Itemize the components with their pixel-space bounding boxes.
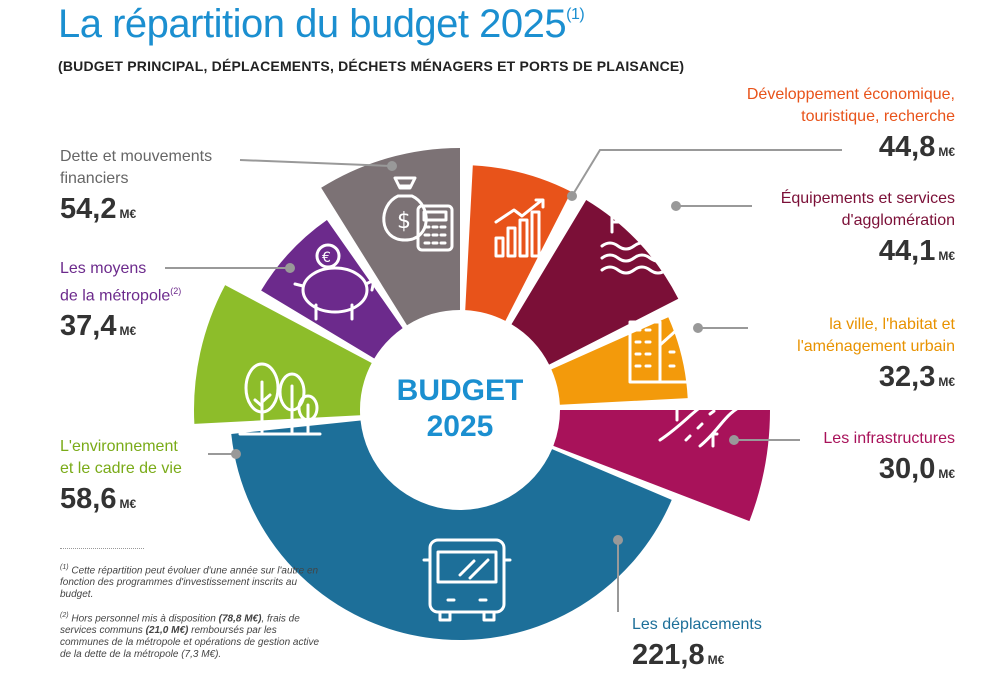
label-moyens-footnote-mark: (2) <box>170 286 182 296</box>
label-developpement-value: 44,8 M€ <box>747 130 955 169</box>
unit-deplacements: M€ <box>707 653 725 667</box>
slice-infrastructures <box>553 410 770 522</box>
label-ville-name-2: l'aménagement urbain <box>797 338 955 355</box>
svg-text:$: $ <box>397 209 411 234</box>
footnote-2-mark: (2) <box>60 612 69 619</box>
leader-line-developpement <box>571 149 842 197</box>
value-dette: 54,2 <box>60 193 117 225</box>
label-moyens-value: 37,4 M€ <box>60 309 181 348</box>
footnote-1: (1) Cette répartition peut évoluer d'une… <box>60 562 320 601</box>
slice-moyens <box>261 219 403 359</box>
label-equipements-name-2: d'agglomération <box>841 212 955 229</box>
leader-dot-dette <box>387 161 397 171</box>
value-developpement: 44,8 <box>878 131 936 163</box>
label-deplacements-name-1: Les déplacements <box>632 616 762 633</box>
label-equipements-value: 44,1 M€ <box>781 234 955 273</box>
piggy-bank-icon: € <box>293 243 376 321</box>
page-title: La répartition du budget 2025(1) <box>58 2 585 47</box>
label-moyens-name-1: Les moyens <box>60 260 147 277</box>
value-equipements: 44,1 <box>878 235 936 267</box>
footnote-divider <box>60 548 144 549</box>
leader-dot-equipements <box>671 201 681 211</box>
unit-ville: M€ <box>938 375 955 389</box>
label-dette-name-2: financiers <box>60 170 129 187</box>
footnote-2-text-a: Hors personnel mis à disposition <box>71 613 219 625</box>
title-footnote-mark: (1) <box>566 6 585 23</box>
slice-developpement <box>465 165 572 321</box>
value-deplacements: 221,8 <box>632 639 705 671</box>
label-ville-value: 32,3 M€ <box>797 360 955 399</box>
slice-deplacements <box>231 420 672 641</box>
leader-dot-infrastructures <box>729 435 739 445</box>
donut-slices <box>194 148 770 641</box>
label-environnement-value: 58,6 M€ <box>60 482 182 521</box>
center-line-1: BUDGET <box>396 374 524 407</box>
buildings-icon <box>628 320 702 384</box>
svg-text:€: € <box>322 250 331 266</box>
label-infrastructures: Les infrastructures 30,0 M€ <box>823 428 955 491</box>
trees-icon <box>238 362 322 436</box>
label-environnement-name-1: L'environnement <box>60 438 178 455</box>
label-dette-value: 54,2 M€ <box>60 192 212 231</box>
label-developpement-name-1: Développement économique, <box>746 86 955 103</box>
road-icon <box>658 394 747 448</box>
unit-equipements: M€ <box>938 249 955 263</box>
page-subtitle: (BUDGET PRINCIPAL, DÉPLACEMENTS, DÉCHETS… <box>58 58 685 74</box>
center-line-2: 2025 <box>426 410 494 443</box>
value-environnement: 58,6 <box>60 483 117 515</box>
label-moyens-name-2: de la métropole <box>60 287 171 305</box>
value-infrastructures: 30,0 <box>878 453 936 485</box>
leader-dot-environnement <box>231 449 241 459</box>
leader-dot-deplacements <box>613 535 623 545</box>
label-deplacements-value: 221,8 M€ <box>632 638 762 677</box>
leader-dot-ville <box>693 323 703 333</box>
label-ville-name-1: la ville, l'habitat et <box>829 316 955 333</box>
leader-line-dette <box>239 159 393 167</box>
label-infrastructures-value: 30,0 M€ <box>823 452 955 491</box>
title-text: La répartition du budget 2025 <box>58 2 567 46</box>
label-dette-name-1: Dette et mouvements <box>60 148 213 165</box>
footnote-2-text-d: (21,0 M€) <box>145 625 189 637</box>
label-environnement-name-2: et le cadre de vie <box>60 460 182 477</box>
label-infrastructures-name-1: Les infrastructures <box>823 430 955 447</box>
unit-dette: M€ <box>119 207 137 221</box>
leader-dot-developpement <box>567 191 577 201</box>
label-moyens: Les moyens de la métropole(2) 37,4 M€ <box>60 258 181 348</box>
footnote-2-text-b: (78,8 M€) <box>218 613 262 625</box>
money-bag-icon: $ <box>382 176 454 252</box>
growth-chart-icon <box>494 198 545 258</box>
footnote-1-mark: (1) <box>60 564 69 571</box>
label-environnement: L'environnement et le cadre de vie 58,6 M… <box>60 436 182 521</box>
swimming-pool-icon <box>600 206 668 275</box>
label-developpement: Développement économique, touristique, r… <box>747 84 955 169</box>
label-equipements: Équipements et services d'agglomération … <box>781 188 955 273</box>
slice-equipements <box>511 199 679 365</box>
bus-icon <box>422 538 512 622</box>
leader-lines <box>165 149 842 612</box>
value-moyens: 37,4 <box>60 310 117 343</box>
unit-infrastructures: M€ <box>938 467 955 481</box>
slice-icons: $ € <box>238 176 747 622</box>
unit-moyens: M€ <box>119 324 137 339</box>
value-ville: 32,3 <box>878 361 936 393</box>
label-deplacements: Les déplacements 221,8 M€ <box>632 614 762 677</box>
label-moyens-name-2-wrap: de la métropole(2) <box>60 280 181 307</box>
footnote-2: (2) Hors personnel mis à disposition (78… <box>60 610 320 661</box>
slice-environnement <box>194 285 372 424</box>
footnote-2-text-e: remboursés par les communes de la métrop… <box>60 625 320 661</box>
leader-dot-moyens <box>285 263 295 273</box>
label-developpement-name-2: touristique, recherche <box>801 108 955 125</box>
unit-environnement: M€ <box>119 497 137 511</box>
label-equipements-name-1: Équipements et services <box>780 190 955 207</box>
donut-center-label: BUDGET 2025 <box>385 373 535 445</box>
footnote-1-text: Cette répartition peut évoluer d'une ann… <box>60 565 319 601</box>
label-dette: Dette et mouvements financiers 54,2 M€ <box>60 146 212 231</box>
unit-developpement: M€ <box>938 145 955 159</box>
label-ville: la ville, l'habitat et l'aménagement urb… <box>797 314 955 399</box>
footnote-2-text-c: , frais de services communs <box>60 613 300 637</box>
